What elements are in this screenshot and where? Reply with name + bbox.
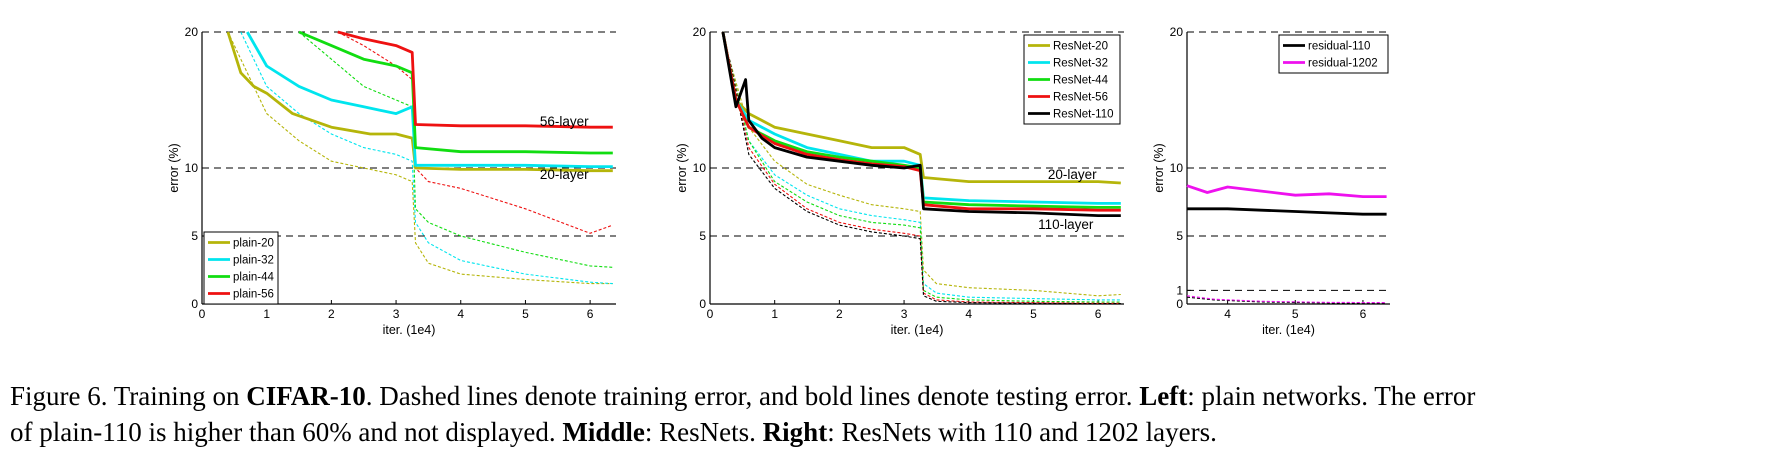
series-residual-1202-test-line [1186, 184, 1387, 198]
legend-label: residual-110 [1308, 41, 1370, 53]
caption-segment: Middle [562, 417, 645, 447]
series-residual-110-test-line [1187, 207, 1387, 216]
y-tick-label: 5 [1176, 229, 1183, 243]
y-tick-label: 5 [699, 229, 706, 243]
series-ResNet-32-train-line [728, 59, 1121, 301]
series-plain-44-train-line [298, 31, 613, 268]
y-tick-label: 20 [185, 25, 199, 39]
series-residual-1202-train-line [1186, 295, 1387, 304]
legend-label: ResNet-20 [1053, 41, 1108, 53]
y-tick-label: 0 [191, 297, 198, 311]
x-tick-label: 4 [1224, 307, 1231, 321]
figure-caption: Figure 6. Training on CIFAR-10. Dashed l… [10, 378, 1760, 450]
legend-label: residual-1202 [1308, 58, 1378, 70]
annotation-label: 56-layer [540, 114, 589, 129]
x-tick-label: 3 [393, 307, 400, 321]
x-axis-label: iter. (1e4) [1262, 323, 1315, 337]
legend-label: plain-20 [233, 238, 274, 250]
y-tick-label: 20 [693, 25, 707, 39]
series-plain-20-test-line [226, 31, 613, 173]
x-tick-label: 4 [965, 307, 972, 321]
x-tick-label: 0 [707, 307, 714, 321]
caption-line-1: Figure 6. Training on CIFAR-10. Dashed l… [10, 378, 1760, 414]
annotation-label: 110-layer [1038, 217, 1094, 232]
y-tick-label: 1 [1176, 283, 1183, 297]
x-tick-label: 6 [587, 307, 594, 321]
y-tick-label: 0 [699, 297, 706, 311]
series-ResNet-20-train-line [728, 59, 1121, 297]
series-ResNet-56-train-line [728, 59, 1121, 304]
x-tick-label: 5 [1292, 307, 1299, 321]
series-ResNet-44-train-line [728, 59, 1121, 303]
x-axis-label: iter. (1e4) [383, 323, 436, 337]
caption-segment: CIFAR-10 [246, 381, 366, 411]
series-plain-32-train-line [240, 31, 613, 285]
caption-segment: . Dashed lines denote training error, an… [365, 381, 1140, 411]
series-plain-44-test-line [298, 30, 613, 155]
series-ResNet-110-test-line [721, 31, 1121, 217]
caption-segment: : ResNets. [644, 417, 763, 447]
x-tick-label: 3 [901, 307, 908, 321]
annotation-label: 20-layer [540, 167, 589, 182]
x-tick-label: 0 [199, 307, 206, 321]
y-tick-label: 5 [191, 229, 198, 243]
y-axis-label: error (%) [675, 143, 689, 192]
series-plain-32-test-line [246, 31, 613, 168]
legend-label: plain-44 [233, 272, 275, 284]
x-tick-label: 5 [522, 307, 529, 321]
x-axis-label: iter. (1e4) [891, 323, 944, 337]
caption-segment: Right [762, 417, 828, 447]
legend-label: ResNet-44 [1053, 75, 1109, 87]
caption-segment: Figure 6. Training on [10, 381, 247, 411]
caption-line-2: of plain-110 is higher than 60% and not … [10, 414, 1760, 450]
legend-label: plain-56 [233, 289, 274, 301]
x-tick-label: 1 [771, 307, 778, 321]
series-plain-56-test-line [337, 30, 613, 129]
legend-label: plain-32 [233, 255, 274, 267]
legend-box [203, 231, 279, 305]
y-tick-label: 10 [693, 161, 707, 175]
y-tick-label: 10 [185, 161, 199, 175]
series-ResNet-20-test-line [721, 31, 1121, 185]
legend-box [1278, 34, 1389, 74]
y-tick-label: 0 [1176, 297, 1183, 311]
y-tick-label: 10 [1170, 161, 1184, 175]
caption-segment: : ResNets with 110 and 1202 layers. [827, 417, 1217, 447]
legend-label: ResNet-110 [1053, 109, 1114, 121]
caption-segment: of plain-110 is higher than 60% and not … [10, 417, 563, 447]
series-ResNet-32-test-line [721, 31, 1121, 205]
series-ResNet-110-train-line [728, 59, 1121, 305]
x-tick-label: 2 [328, 307, 335, 321]
annotation-label: 20-layer [1048, 167, 1097, 182]
y-axis-label: error (%) [167, 143, 181, 192]
x-tick-label: 6 [1095, 307, 1102, 321]
caption-segment: Left [1139, 381, 1188, 411]
chart-2: 0 1 2 3 4 5 6 0 5 10 20 iter. (1e4) error (%) 20-laye… [675, 25, 1124, 337]
series-plain-20-train-line [227, 31, 613, 285]
x-tick-label: 4 [457, 307, 464, 321]
series-residual-110-train-line [1186, 296, 1387, 304]
x-tick-label: 6 [1360, 307, 1367, 321]
y-axis-label: error (%) [1152, 143, 1166, 192]
x-tick-label: 5 [1030, 307, 1037, 321]
x-tick-label: 2 [836, 307, 843, 321]
series-plain-56-train-line [337, 31, 613, 234]
caption-segment: : plain networks. The error [1187, 381, 1476, 411]
legend-label: ResNet-32 [1053, 58, 1108, 70]
chart-1: 0 1 2 3 4 5 6 0 5 10 20 iter. (1e4) error (%) 56-laye… [167, 25, 616, 337]
chart-3: 4 5 6 01 5 10 20 iter. (1e4) error (%) residual-1… [1152, 25, 1390, 337]
legend-label: ResNet-56 [1053, 92, 1108, 104]
y-tick-label: 20 [1170, 25, 1184, 39]
x-tick-label: 1 [263, 307, 270, 321]
